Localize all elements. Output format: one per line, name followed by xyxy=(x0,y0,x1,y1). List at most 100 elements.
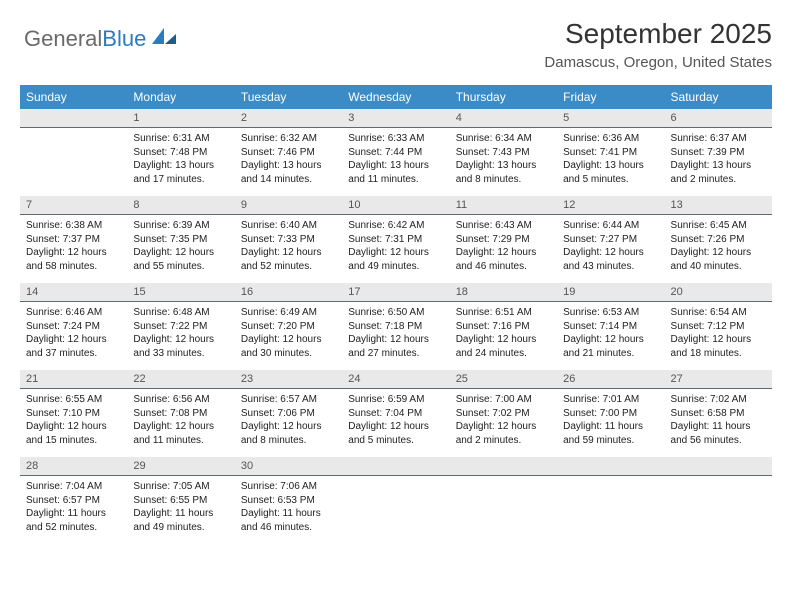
sunset-line: Sunset: 7:48 PM xyxy=(133,146,228,160)
day-number: 15 xyxy=(127,283,234,302)
day-number: 11 xyxy=(450,196,557,215)
daylight-line: Daylight: 12 hours and 8 minutes. xyxy=(241,420,336,447)
logo: GeneralBlue xyxy=(24,26,178,52)
day-cell xyxy=(20,128,127,197)
day-header: Monday xyxy=(127,85,234,109)
sunset-line: Sunset: 6:53 PM xyxy=(241,494,336,508)
sunset-line: Sunset: 7:12 PM xyxy=(671,320,766,334)
day-cell xyxy=(665,476,772,545)
daylight-line: Daylight: 12 hours and 11 minutes. xyxy=(133,420,228,447)
day-cell: Sunrise: 6:54 AMSunset: 7:12 PMDaylight:… xyxy=(665,302,772,371)
daylight-line: Daylight: 12 hours and 49 minutes. xyxy=(348,246,443,273)
day-cell: Sunrise: 7:05 AMSunset: 6:55 PMDaylight:… xyxy=(127,476,234,545)
day-header: Wednesday xyxy=(342,85,449,109)
day-cell: Sunrise: 7:02 AMSunset: 6:58 PMDaylight:… xyxy=(665,389,772,458)
sunset-line: Sunset: 7:35 PM xyxy=(133,233,228,247)
daylight-line: Daylight: 13 hours and 5 minutes. xyxy=(563,159,658,186)
day-cell: Sunrise: 6:38 AMSunset: 7:37 PMDaylight:… xyxy=(20,215,127,284)
day-number: 3 xyxy=(342,109,449,128)
day-number xyxy=(557,457,664,476)
sunrise-line: Sunrise: 7:05 AM xyxy=(133,480,228,494)
day-number: 2 xyxy=(235,109,342,128)
week-number-row: 282930 xyxy=(20,457,772,476)
sunset-line: Sunset: 7:08 PM xyxy=(133,407,228,421)
day-cell: Sunrise: 6:49 AMSunset: 7:20 PMDaylight:… xyxy=(235,302,342,371)
sunset-line: Sunset: 7:20 PM xyxy=(241,320,336,334)
sunrise-line: Sunrise: 7:01 AM xyxy=(563,393,658,407)
day-cell: Sunrise: 6:31 AMSunset: 7:48 PMDaylight:… xyxy=(127,128,234,197)
day-number: 17 xyxy=(342,283,449,302)
sunrise-line: Sunrise: 6:49 AM xyxy=(241,306,336,320)
day-cell: Sunrise: 7:00 AMSunset: 7:02 PMDaylight:… xyxy=(450,389,557,458)
week-data-row: Sunrise: 6:46 AMSunset: 7:24 PMDaylight:… xyxy=(20,302,772,371)
daylight-line: Daylight: 13 hours and 11 minutes. xyxy=(348,159,443,186)
daylight-line: Daylight: 12 hours and 30 minutes. xyxy=(241,333,336,360)
day-number: 29 xyxy=(127,457,234,476)
day-cell xyxy=(342,476,449,545)
day-cell: Sunrise: 6:33 AMSunset: 7:44 PMDaylight:… xyxy=(342,128,449,197)
week-data-row: Sunrise: 6:31 AMSunset: 7:48 PMDaylight:… xyxy=(20,128,772,197)
day-number: 12 xyxy=(557,196,664,215)
sunrise-line: Sunrise: 6:50 AM xyxy=(348,306,443,320)
location-text: Damascus, Oregon, United States xyxy=(20,54,772,71)
day-number: 18 xyxy=(450,283,557,302)
day-number: 30 xyxy=(235,457,342,476)
daylight-line: Daylight: 11 hours and 46 minutes. xyxy=(241,507,336,534)
daylight-line: Daylight: 13 hours and 17 minutes. xyxy=(133,159,228,186)
week-number-row: 78910111213 xyxy=(20,196,772,215)
day-number xyxy=(450,457,557,476)
sunset-line: Sunset: 7:33 PM xyxy=(241,233,336,247)
day-cell xyxy=(450,476,557,545)
day-cell: Sunrise: 6:45 AMSunset: 7:26 PMDaylight:… xyxy=(665,215,772,284)
day-number: 14 xyxy=(20,283,127,302)
day-cell: Sunrise: 6:56 AMSunset: 7:08 PMDaylight:… xyxy=(127,389,234,458)
sunrise-line: Sunrise: 6:42 AM xyxy=(348,219,443,233)
day-cell xyxy=(557,476,664,545)
day-number xyxy=(665,457,772,476)
daylight-line: Daylight: 12 hours and 2 minutes. xyxy=(456,420,551,447)
calendar-table: SundayMondayTuesdayWednesdayThursdayFrid… xyxy=(20,85,772,544)
sunrise-line: Sunrise: 7:00 AM xyxy=(456,393,551,407)
day-cell: Sunrise: 6:36 AMSunset: 7:41 PMDaylight:… xyxy=(557,128,664,197)
day-number: 6 xyxy=(665,109,772,128)
sunset-line: Sunset: 7:02 PM xyxy=(456,407,551,421)
day-number: 7 xyxy=(20,196,127,215)
sunrise-line: Sunrise: 6:39 AM xyxy=(133,219,228,233)
day-header: Saturday xyxy=(665,85,772,109)
sunset-line: Sunset: 7:00 PM xyxy=(563,407,658,421)
sunset-line: Sunset: 6:55 PM xyxy=(133,494,228,508)
day-number: 28 xyxy=(20,457,127,476)
sunrise-line: Sunrise: 6:43 AM xyxy=(456,219,551,233)
sunrise-line: Sunrise: 6:38 AM xyxy=(26,219,121,233)
sunrise-line: Sunrise: 6:55 AM xyxy=(26,393,121,407)
day-cell: Sunrise: 6:57 AMSunset: 7:06 PMDaylight:… xyxy=(235,389,342,458)
daylight-line: Daylight: 12 hours and 5 minutes. xyxy=(348,420,443,447)
sunrise-line: Sunrise: 6:57 AM xyxy=(241,393,336,407)
sunset-line: Sunset: 7:27 PM xyxy=(563,233,658,247)
day-cell: Sunrise: 6:42 AMSunset: 7:31 PMDaylight:… xyxy=(342,215,449,284)
sunset-line: Sunset: 7:26 PM xyxy=(671,233,766,247)
sunrise-line: Sunrise: 6:59 AM xyxy=(348,393,443,407)
day-cell: Sunrise: 7:01 AMSunset: 7:00 PMDaylight:… xyxy=(557,389,664,458)
sunrise-line: Sunrise: 6:56 AM xyxy=(133,393,228,407)
week-data-row: Sunrise: 6:55 AMSunset: 7:10 PMDaylight:… xyxy=(20,389,772,458)
daylight-line: Daylight: 12 hours and 37 minutes. xyxy=(26,333,121,360)
day-header: Thursday xyxy=(450,85,557,109)
sunrise-line: Sunrise: 6:33 AM xyxy=(348,132,443,146)
week-number-row: 14151617181920 xyxy=(20,283,772,302)
logo-text-1: General xyxy=(24,26,102,52)
sunset-line: Sunset: 7:37 PM xyxy=(26,233,121,247)
sunset-line: Sunset: 7:43 PM xyxy=(456,146,551,160)
daylight-line: Daylight: 12 hours and 24 minutes. xyxy=(456,333,551,360)
day-number: 13 xyxy=(665,196,772,215)
daylight-line: Daylight: 11 hours and 59 minutes. xyxy=(563,420,658,447)
day-number: 4 xyxy=(450,109,557,128)
daylight-line: Daylight: 13 hours and 14 minutes. xyxy=(241,159,336,186)
day-cell: Sunrise: 6:50 AMSunset: 7:18 PMDaylight:… xyxy=(342,302,449,371)
day-number: 27 xyxy=(665,370,772,389)
day-number: 22 xyxy=(127,370,234,389)
day-number: 21 xyxy=(20,370,127,389)
daylight-line: Daylight: 11 hours and 56 minutes. xyxy=(671,420,766,447)
day-number xyxy=(20,109,127,128)
daylight-line: Daylight: 12 hours and 43 minutes. xyxy=(563,246,658,273)
